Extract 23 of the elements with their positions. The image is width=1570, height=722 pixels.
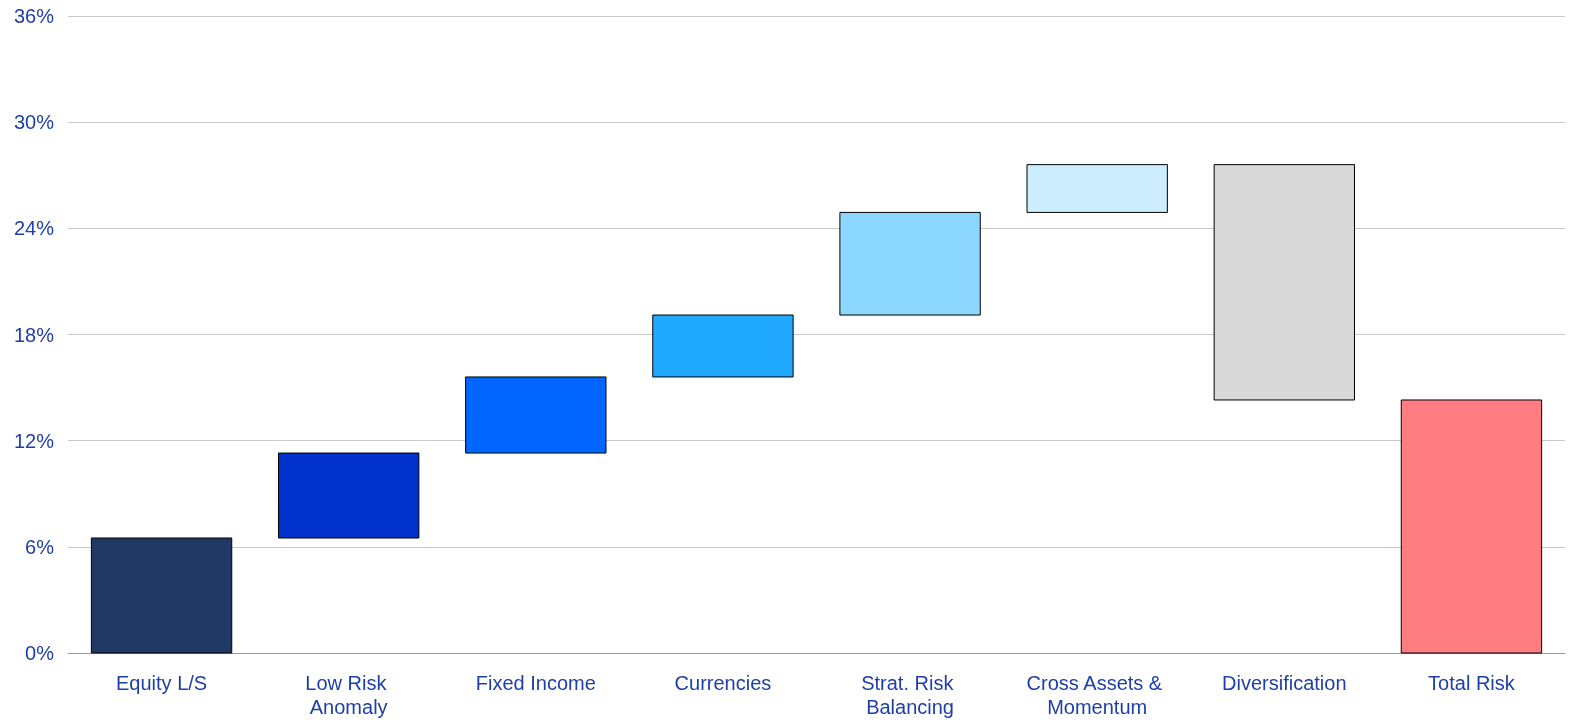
bar: [1026, 164, 1168, 213]
x-tick-label: Low Risk Anomaly: [305, 672, 393, 718]
x-tick-label: Diversification: [1222, 672, 1347, 694]
y-tick-label: 24%: [13, 217, 55, 240]
bar: [652, 314, 794, 378]
y-tick-label: 6%: [25, 535, 55, 558]
y-tick-label: 18%: [13, 323, 55, 346]
x-tick-label: Currencies: [674, 672, 772, 694]
bar: [90, 537, 233, 654]
bar: [1213, 164, 1355, 401]
x-tick-label: Equity L/S: [115, 672, 208, 694]
x-tick-label: Strat. Risk Balancing: [861, 672, 959, 718]
y-tick-label: 30%: [13, 111, 55, 134]
x-tick-label: Total Risk: [1428, 672, 1516, 694]
x-tick-label: Fixed Income: [475, 672, 596, 694]
bar: [1400, 399, 1543, 654]
bar: [839, 211, 981, 316]
y-tick-label: 36%: [13, 5, 55, 27]
y-tick-label: 12%: [13, 429, 55, 452]
bar: [278, 452, 420, 539]
y-tick-label: 0%: [25, 642, 55, 664]
x-tick-label: Cross Assets & Momentum: [1026, 672, 1168, 718]
bar: [465, 376, 607, 454]
